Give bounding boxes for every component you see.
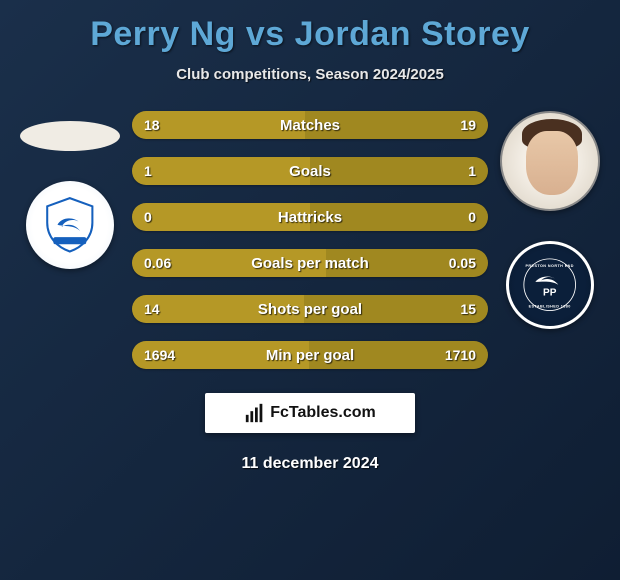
stat-row: 14 Shots per goal 15 bbox=[132, 295, 488, 323]
left-side bbox=[10, 111, 130, 269]
stat-row: 0.06 Goals per match 0.05 bbox=[132, 249, 488, 277]
stat-value-right: 1 bbox=[468, 163, 476, 179]
club-crest-left bbox=[26, 181, 114, 269]
bar-left bbox=[132, 157, 310, 185]
stats-column: 18 Matches 19 1 Goals 1 0 Hattricks 0 0.06 Goals p… bbox=[130, 111, 490, 369]
stat-label: Shots per goal bbox=[258, 301, 362, 318]
fctables-logo-icon bbox=[244, 402, 266, 424]
stat-label: Hattricks bbox=[278, 209, 342, 226]
stat-value-right: 1710 bbox=[445, 347, 476, 363]
preston-crest-icon: PRESTON NORTH END ESTABLISHED 1880 PP bbox=[521, 256, 578, 313]
cardiff-crest-icon bbox=[39, 194, 101, 256]
stat-value-left: 14 bbox=[144, 301, 160, 317]
player-photo-right bbox=[500, 111, 600, 211]
svg-text:PP: PP bbox=[543, 288, 557, 299]
content-row: 18 Matches 19 1 Goals 1 0 Hattricks 0 0.06 Goals p… bbox=[10, 111, 610, 369]
stat-row: 1 Goals 1 bbox=[132, 157, 488, 185]
svg-text:PRESTON NORTH END: PRESTON NORTH END bbox=[526, 264, 574, 268]
club-crest-right: PRESTON NORTH END ESTABLISHED 1880 PP bbox=[506, 241, 594, 329]
bar-right bbox=[310, 157, 488, 185]
branding-text: FcTables.com bbox=[270, 404, 376, 422]
stat-value-left: 1694 bbox=[144, 347, 175, 363]
stat-label: Goals per match bbox=[251, 255, 369, 272]
stat-value-left: 0 bbox=[144, 209, 152, 225]
stat-value-left: 18 bbox=[144, 117, 160, 133]
branding-box: FcTables.com bbox=[205, 393, 415, 433]
comparison-infographic: Perry Ng vs Jordan Storey Club competiti… bbox=[0, 0, 620, 483]
stat-value-left: 0.06 bbox=[144, 255, 171, 271]
stat-label: Min per goal bbox=[266, 347, 354, 364]
stat-row: 18 Matches 19 bbox=[132, 111, 488, 139]
player-photo-left bbox=[20, 121, 120, 151]
svg-text:ESTABLISHED 1880: ESTABLISHED 1880 bbox=[529, 305, 571, 309]
stat-value-left: 1 bbox=[144, 163, 152, 179]
date-text: 11 december 2024 bbox=[10, 455, 610, 473]
subtitle: Club competitions, Season 2024/2025 bbox=[10, 66, 610, 83]
stat-row: 1694 Min per goal 1710 bbox=[132, 341, 488, 369]
stat-value-right: 0.05 bbox=[449, 255, 476, 271]
stat-value-right: 15 bbox=[460, 301, 476, 317]
stat-label: Matches bbox=[280, 117, 340, 134]
page-title: Perry Ng vs Jordan Storey bbox=[10, 15, 610, 54]
stat-label: Goals bbox=[289, 163, 331, 180]
right-side: PRESTON NORTH END ESTABLISHED 1880 PP bbox=[490, 111, 610, 329]
stat-row: 0 Hattricks 0 bbox=[132, 203, 488, 231]
stat-value-right: 19 bbox=[460, 117, 476, 133]
stat-value-right: 0 bbox=[468, 209, 476, 225]
